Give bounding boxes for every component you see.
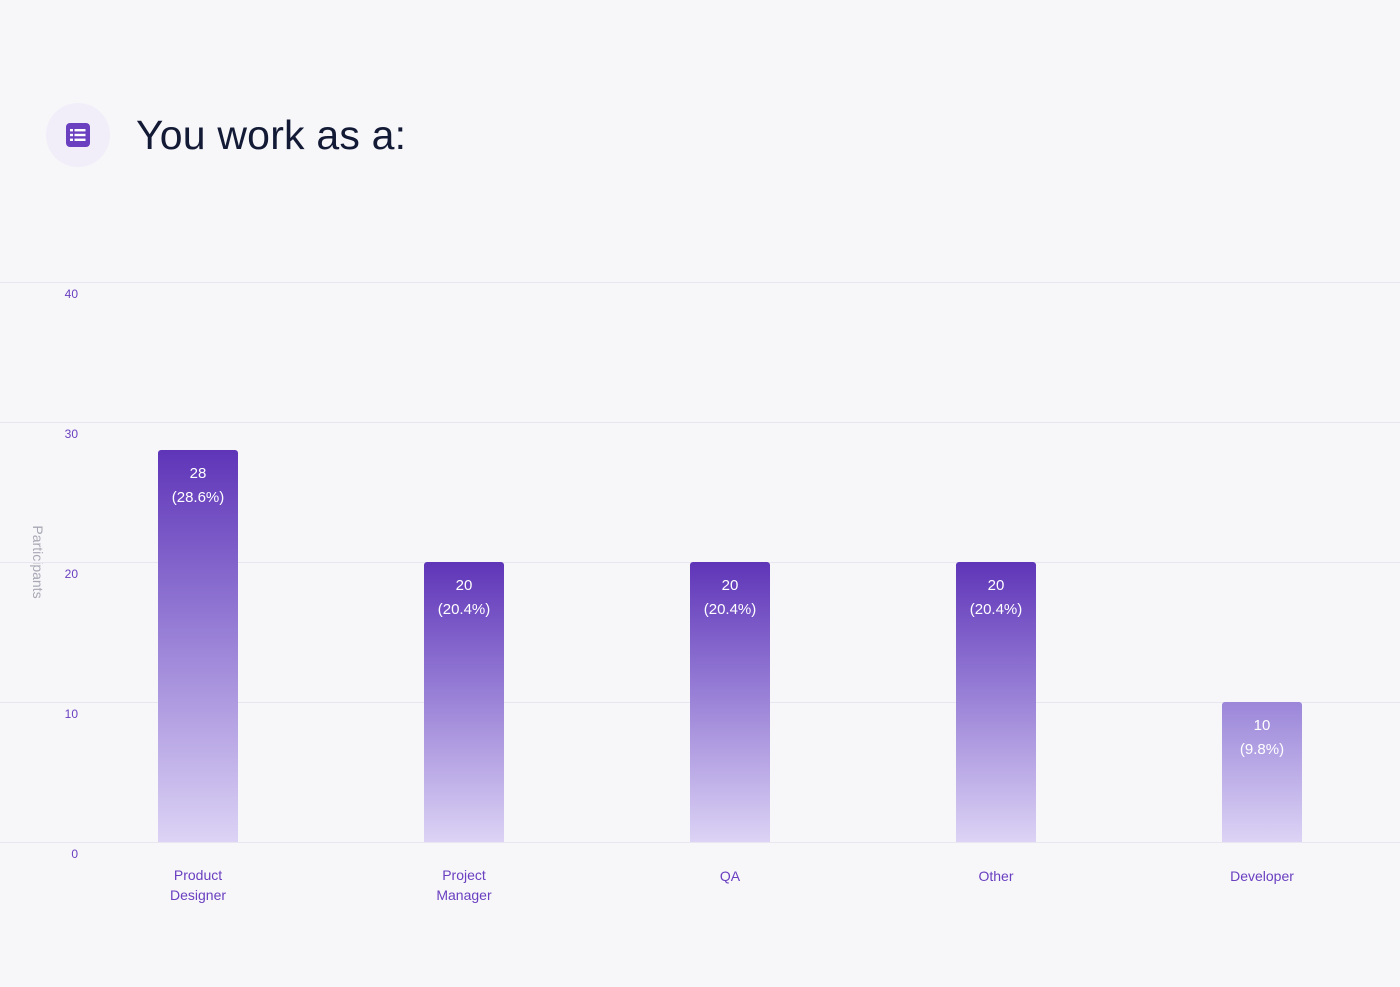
bar-value: 10 [1253, 717, 1271, 734]
bar-percentage: (9.8%) [1239, 741, 1285, 758]
x-axis-label: Developer [1192, 866, 1332, 886]
x-axis-label-line: QA [719, 868, 741, 884]
y-tick-label: 0 [71, 847, 78, 861]
question-type-badge [46, 103, 110, 167]
x-axis-label-line: Developer [1230, 868, 1294, 884]
bar-product-designer[interactable]: 28 (28.6%) [158, 450, 238, 842]
x-axis-label-line: Project [442, 867, 486, 883]
x-axis-label-line: Product [173, 867, 223, 883]
x-axis-label: Product Designer [128, 865, 268, 905]
bar-percentage: (20.4%) [437, 601, 491, 618]
bar-other[interactable]: 20 (20.4%) [956, 562, 1036, 842]
bar-qa[interactable]: 20 (20.4%) [690, 562, 770, 842]
question-header: You work as a: [46, 103, 406, 167]
gridline [0, 282, 1400, 283]
bar-value: 20 [987, 577, 1005, 594]
bar-project-manager[interactable]: 20 (20.4%) [424, 562, 504, 842]
bar-value: 28 [189, 465, 207, 482]
bar-percentage: (28.6%) [171, 489, 225, 506]
bar-developer[interactable]: 10 (9.8%) [1222, 702, 1302, 842]
question-title: You work as a: [136, 111, 407, 158]
x-axis-label-line: Designer [169, 887, 227, 903]
y-tick-label: 40 [64, 287, 78, 301]
x-axis-label: Other [926, 866, 1066, 886]
bar-percentage: (20.4%) [703, 601, 757, 618]
list-icon [66, 123, 90, 147]
y-tick-label: 30 [64, 427, 78, 441]
y-tick-label: 10 [64, 707, 78, 721]
bar-value: 20 [455, 577, 473, 594]
y-tick-label: 20 [64, 567, 78, 581]
x-axis-label: Project Manager [394, 865, 534, 905]
x-axis-label: QA [660, 866, 800, 886]
x-axis-label-line: Other [978, 868, 1014, 884]
bar-percentage: (20.4%) [969, 601, 1023, 618]
x-axis-label-line: Manager [436, 887, 492, 903]
gridline [0, 842, 1400, 843]
bar-value: 20 [721, 577, 739, 594]
gridline [0, 422, 1400, 423]
